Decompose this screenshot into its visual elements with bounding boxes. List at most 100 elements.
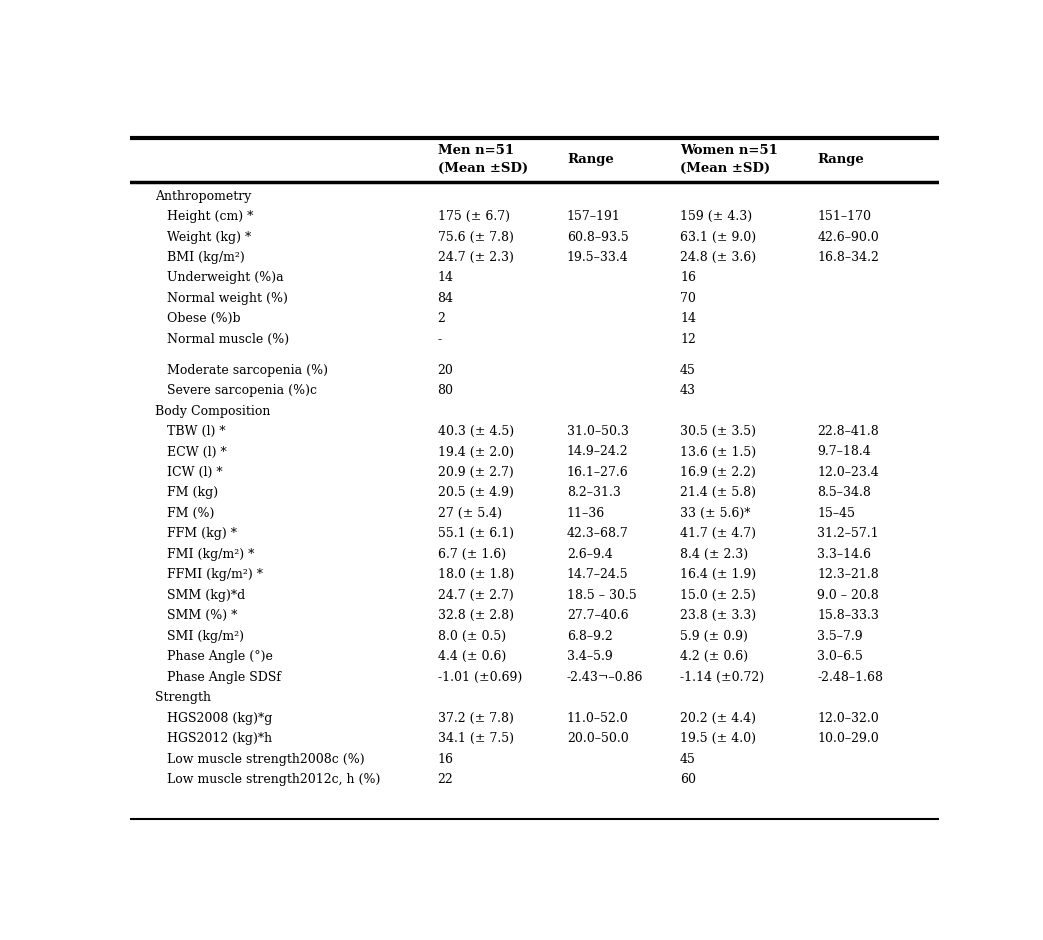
Text: Normal weight (%): Normal weight (%) xyxy=(167,292,288,305)
Text: HGS2008 (kg)*g: HGS2008 (kg)*g xyxy=(167,712,272,725)
Text: 63.1 (± 9.0): 63.1 (± 9.0) xyxy=(680,230,756,243)
Text: 45: 45 xyxy=(680,364,696,377)
Text: 19.4 (± 2.0): 19.4 (± 2.0) xyxy=(438,446,513,459)
Text: 24.7 (± 2.7): 24.7 (± 2.7) xyxy=(438,588,513,602)
Text: 9.0 – 20.8: 9.0 – 20.8 xyxy=(818,588,879,602)
Text: -2.48–1.68: -2.48–1.68 xyxy=(818,671,883,683)
Text: 27.7–40.6: 27.7–40.6 xyxy=(567,609,629,622)
Text: Body Composition: Body Composition xyxy=(154,404,270,417)
Text: 18.5 – 30.5: 18.5 – 30.5 xyxy=(567,588,636,602)
Text: -1.14 (±0.72): -1.14 (±0.72) xyxy=(680,671,765,683)
Text: 19.5 (± 4.0): 19.5 (± 4.0) xyxy=(680,732,756,745)
Text: Height (cm) *: Height (cm) * xyxy=(167,210,253,223)
Text: SMM (%) *: SMM (%) * xyxy=(167,609,237,622)
Text: Severe sarcopenia (%)c: Severe sarcopenia (%)c xyxy=(167,384,317,397)
Text: 22: 22 xyxy=(438,774,454,786)
Text: 42.3–68.7: 42.3–68.7 xyxy=(567,527,629,540)
Text: 20.0–50.0: 20.0–50.0 xyxy=(567,732,629,745)
Text: 27 (± 5.4): 27 (± 5.4) xyxy=(438,507,502,520)
Text: ICW (l) *: ICW (l) * xyxy=(167,466,222,479)
Text: 24.8 (± 3.6): 24.8 (± 3.6) xyxy=(680,251,756,264)
Text: Obese (%)b: Obese (%)b xyxy=(167,312,240,325)
Text: 60: 60 xyxy=(680,774,696,786)
Text: Normal muscle (%): Normal muscle (%) xyxy=(167,333,289,346)
Text: 11.0–52.0: 11.0–52.0 xyxy=(567,712,629,725)
Text: 33 (± 5.6)*: 33 (± 5.6)* xyxy=(680,507,751,520)
Text: 3.4–5.9: 3.4–5.9 xyxy=(567,650,612,664)
Text: Strength: Strength xyxy=(154,691,211,704)
Text: 3.0–6.5: 3.0–6.5 xyxy=(818,650,864,664)
Text: 175 (± 6.7): 175 (± 6.7) xyxy=(438,210,510,223)
Text: 14: 14 xyxy=(680,312,696,325)
Text: 20.9 (± 2.7): 20.9 (± 2.7) xyxy=(438,466,513,479)
Text: 37.2 (± 7.8): 37.2 (± 7.8) xyxy=(438,712,513,725)
Text: 23.8 (± 3.3): 23.8 (± 3.3) xyxy=(680,609,756,622)
Text: Anthropometry: Anthropometry xyxy=(154,190,251,202)
Text: 20.5 (± 4.9): 20.5 (± 4.9) xyxy=(438,486,513,499)
Text: 12: 12 xyxy=(680,333,696,346)
Text: 34.1 (± 7.5): 34.1 (± 7.5) xyxy=(438,732,513,745)
Text: HGS2012 (kg)*h: HGS2012 (kg)*h xyxy=(167,732,272,745)
Text: SMI (kg/m²): SMI (kg/m²) xyxy=(167,630,244,643)
Text: 6.7 (± 1.6): 6.7 (± 1.6) xyxy=(438,548,506,561)
Text: 24.7 (± 2.3): 24.7 (± 2.3) xyxy=(438,251,513,264)
Text: 159 (± 4.3): 159 (± 4.3) xyxy=(680,210,752,223)
Text: 42.6–90.0: 42.6–90.0 xyxy=(818,230,879,243)
Text: Range: Range xyxy=(818,153,865,166)
Text: 55.1 (± 6.1): 55.1 (± 6.1) xyxy=(438,527,513,540)
Text: 16.8–34.2: 16.8–34.2 xyxy=(818,251,879,264)
Text: Weight (kg) *: Weight (kg) * xyxy=(167,230,251,243)
Text: 20: 20 xyxy=(438,364,454,377)
Text: FFMI (kg/m²) *: FFMI (kg/m²) * xyxy=(167,569,263,581)
Text: 16.1–27.6: 16.1–27.6 xyxy=(567,466,629,479)
Text: 40.3 (± 4.5): 40.3 (± 4.5) xyxy=(438,425,513,438)
Text: 22.8–41.8: 22.8–41.8 xyxy=(818,425,879,438)
Text: 84: 84 xyxy=(438,292,454,305)
Text: 157–191: 157–191 xyxy=(567,210,621,223)
Text: 19.5–33.4: 19.5–33.4 xyxy=(567,251,629,264)
Text: 5.9 (± 0.9): 5.9 (± 0.9) xyxy=(680,630,748,643)
Text: -: - xyxy=(438,333,441,346)
Text: 4.4 (± 0.6): 4.4 (± 0.6) xyxy=(438,650,506,664)
Text: 15–45: 15–45 xyxy=(818,507,855,520)
Text: ECW (l) *: ECW (l) * xyxy=(167,446,226,459)
Text: 14.7–24.5: 14.7–24.5 xyxy=(567,569,629,581)
Text: 31.0–50.3: 31.0–50.3 xyxy=(567,425,629,438)
Text: 8.0 (± 0.5): 8.0 (± 0.5) xyxy=(438,630,506,643)
Text: 6.8–9.2: 6.8–9.2 xyxy=(567,630,612,643)
Text: 70: 70 xyxy=(680,292,696,305)
Text: 14: 14 xyxy=(438,272,454,285)
Text: SMM (kg)*d: SMM (kg)*d xyxy=(167,588,245,602)
Text: 3.5–7.9: 3.5–7.9 xyxy=(818,630,863,643)
Text: 30.5 (± 3.5): 30.5 (± 3.5) xyxy=(680,425,756,438)
Text: 10.0–29.0: 10.0–29.0 xyxy=(818,732,879,745)
Text: 2: 2 xyxy=(438,312,445,325)
Text: Low muscle strength2012c, h (%): Low muscle strength2012c, h (%) xyxy=(167,774,380,786)
Text: 75.6 (± 7.8): 75.6 (± 7.8) xyxy=(438,230,513,243)
Text: 13.6 (± 1.5): 13.6 (± 1.5) xyxy=(680,446,756,459)
Text: 45: 45 xyxy=(680,753,696,766)
Text: FM (kg): FM (kg) xyxy=(167,486,218,499)
Text: 43: 43 xyxy=(680,384,696,397)
Text: 16.4 (± 1.9): 16.4 (± 1.9) xyxy=(680,569,756,581)
Text: -2.43¬–0.86: -2.43¬–0.86 xyxy=(567,671,644,683)
Text: TBW (l) *: TBW (l) * xyxy=(167,425,225,438)
Text: 3.3–14.6: 3.3–14.6 xyxy=(818,548,872,561)
Text: Phase Angle SDSf: Phase Angle SDSf xyxy=(167,671,281,683)
Text: 2.6–9.4: 2.6–9.4 xyxy=(567,548,612,561)
Text: 151–170: 151–170 xyxy=(818,210,872,223)
Text: 14.9–24.2: 14.9–24.2 xyxy=(567,446,629,459)
Text: Phase Angle (°)e: Phase Angle (°)e xyxy=(167,650,272,664)
Text: 8.2–31.3: 8.2–31.3 xyxy=(567,486,621,499)
Text: Low muscle strength2008c (%): Low muscle strength2008c (%) xyxy=(167,753,364,766)
Text: 15.0 (± 2.5): 15.0 (± 2.5) xyxy=(680,588,756,602)
Text: Range: Range xyxy=(567,153,613,166)
Text: 12.0–32.0: 12.0–32.0 xyxy=(818,712,879,725)
Text: 8.4 (± 2.3): 8.4 (± 2.3) xyxy=(680,548,748,561)
Text: 32.8 (± 2.8): 32.8 (± 2.8) xyxy=(438,609,513,622)
Text: Underweight (%)a: Underweight (%)a xyxy=(167,272,284,285)
Text: 21.4 (± 5.8): 21.4 (± 5.8) xyxy=(680,486,756,499)
Text: 8.5–34.8: 8.5–34.8 xyxy=(818,486,871,499)
Text: Men n=51
(Mean ±SD): Men n=51 (Mean ±SD) xyxy=(438,145,528,176)
Text: FFM (kg) *: FFM (kg) * xyxy=(167,527,237,540)
